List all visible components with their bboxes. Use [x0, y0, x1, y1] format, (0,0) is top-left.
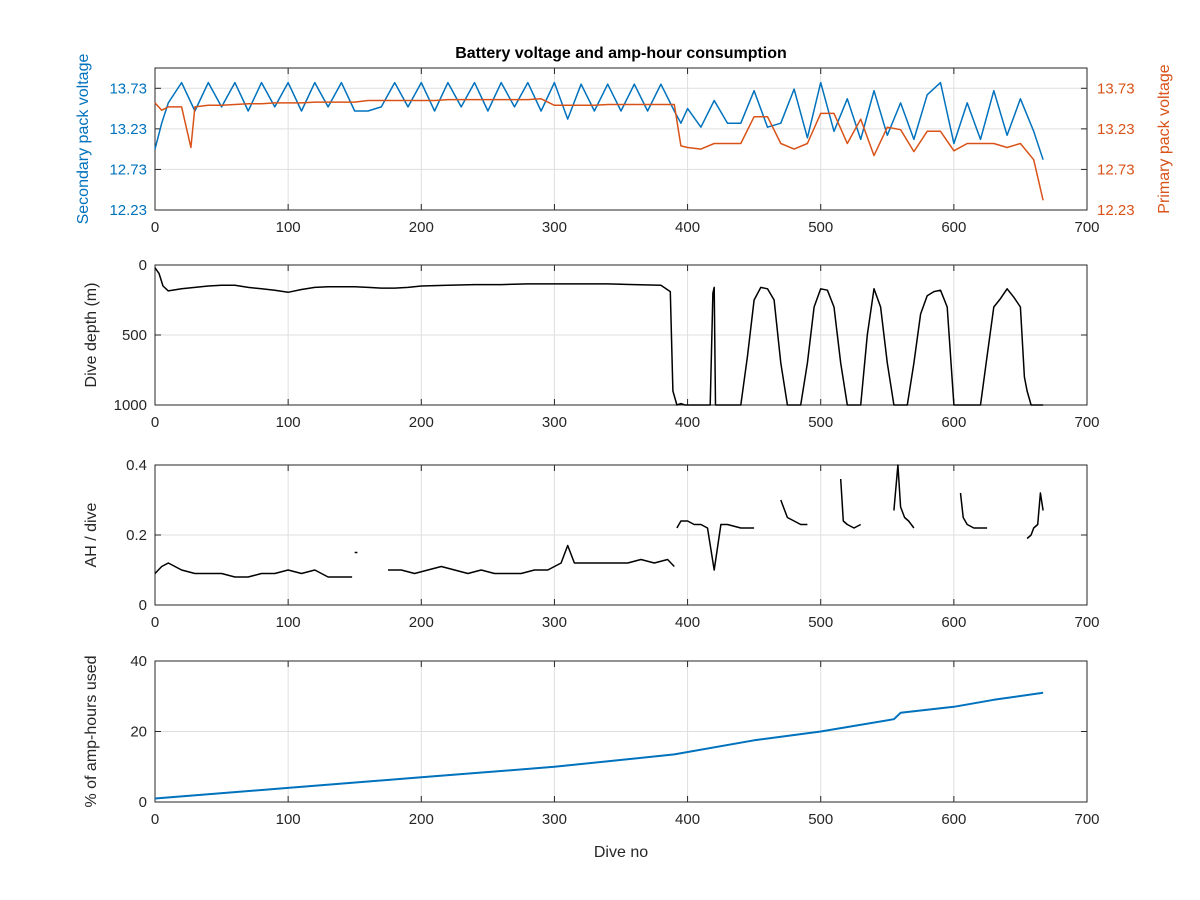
x-tick-label: 0: [151, 219, 159, 236]
y-tick-label: 0.2: [126, 527, 147, 544]
plot-area-0: [154, 67, 1088, 211]
x-tick-label: 0: [151, 614, 159, 631]
x-tick-label: 600: [941, 414, 966, 431]
series-line-2-0: [154, 562, 353, 578]
x-tick-label: 100: [276, 811, 301, 828]
x-tick-label: 500: [808, 614, 833, 631]
series-line-1-0: [154, 267, 1044, 406]
series-line-2-5: [839, 478, 862, 529]
y-tick-label: 1000: [114, 397, 147, 414]
x-tick-label: 500: [808, 219, 833, 236]
right-tick-label: 12.73: [1097, 161, 1135, 178]
x-tick-label: 0: [151, 811, 159, 828]
chart-title: Battery voltage and amp-hour consumption: [455, 45, 787, 62]
series-line-2-3: [676, 520, 755, 571]
x-tick-label: 300: [542, 811, 567, 828]
x-tick-label: 600: [941, 219, 966, 236]
x-tick-label: 100: [276, 614, 301, 631]
y-tick-label: 0: [139, 597, 147, 614]
y-tick-label: 500: [122, 327, 147, 344]
y-axis-label: Secondary pack voltage: [75, 54, 92, 225]
right-axis-label: Primary pack voltage: [1156, 64, 1173, 213]
right-tick-label: 13.73: [1097, 80, 1135, 97]
x-tick-label: 300: [542, 414, 567, 431]
x-tick-label: 600: [941, 614, 966, 631]
y-tick-label: 0.4: [126, 457, 147, 474]
x-tick-label: 200: [409, 614, 434, 631]
x-tick-label: 700: [1074, 811, 1099, 828]
x-tick-label: 700: [1074, 414, 1099, 431]
x-tick-label: 100: [276, 414, 301, 431]
y-tick-label: 0: [139, 257, 147, 274]
x-tick-label: 300: [542, 614, 567, 631]
y-tick-label: 13.73: [109, 80, 147, 97]
y-tick-label: 13.23: [109, 121, 147, 138]
x-tick-label: 400: [675, 219, 700, 236]
series-line-0-0: [154, 81, 1044, 160]
y-tick-label: 20: [130, 724, 147, 741]
x-tick-label: 400: [675, 614, 700, 631]
x-tick-label: 500: [808, 414, 833, 431]
y-axis-label: % of amp-hours used: [83, 655, 100, 807]
x-tick-label: 500: [808, 811, 833, 828]
x-tick-label: 200: [409, 414, 434, 431]
series-line-3-0: [154, 691, 1044, 800]
x-tick-label: 0: [151, 414, 159, 431]
right-tick-label: 13.23: [1097, 121, 1135, 138]
series-line-2-8: [1026, 492, 1044, 540]
series-line-2-2: [388, 544, 675, 575]
series-line-2-6: [893, 464, 915, 529]
x-tick-label: 600: [941, 811, 966, 828]
y-tick-label: 12.23: [109, 202, 147, 219]
series-line-0-1: [154, 98, 1044, 201]
y-axis-label: AH / dive: [83, 502, 100, 567]
right-tick-label: 12.23: [1097, 202, 1135, 219]
x-axis-label: Dive no: [594, 844, 648, 861]
x-tick-label: 200: [409, 219, 434, 236]
series-line-2-4: [780, 499, 808, 526]
x-tick-label: 700: [1074, 219, 1099, 236]
x-tick-label: 100: [276, 219, 301, 236]
y-axis-label: Dive depth (m): [83, 283, 100, 388]
y-tick-label: 40: [130, 653, 147, 670]
x-tick-label: 300: [542, 219, 567, 236]
y-tick-label: 12.73: [109, 161, 147, 178]
x-tick-label: 400: [675, 811, 700, 828]
series-line-2-7: [959, 492, 988, 529]
x-tick-label: 400: [675, 414, 700, 431]
x-tick-label: 200: [409, 811, 434, 828]
y-tick-label: 0: [139, 794, 147, 811]
x-tick-label: 700: [1074, 614, 1099, 631]
